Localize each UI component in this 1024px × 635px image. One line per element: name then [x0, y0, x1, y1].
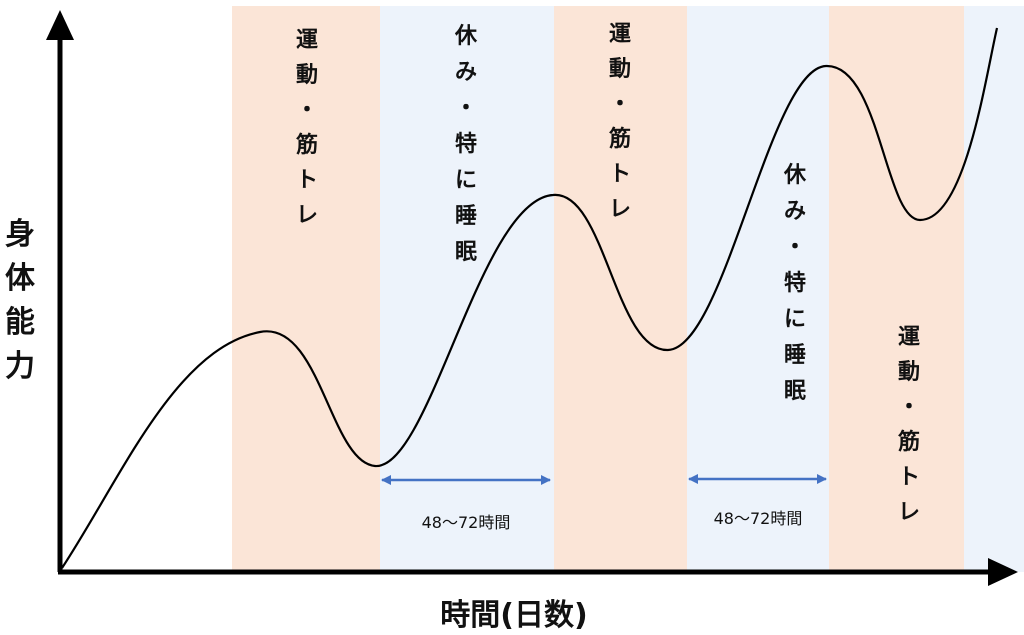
performance-curve: [61, 27, 999, 569]
interval-label-2: 48〜72時間: [714, 509, 803, 528]
rest-band-2: [687, 6, 829, 572]
rest-band-3: [964, 6, 1024, 572]
y-axis-title: 身体能力: [5, 217, 36, 384]
phase-label-exercise-3: 運動・筋トレ: [897, 325, 920, 525]
y-axis-arrowhead: [46, 10, 74, 40]
phase-label-exercise-2: 運動・筋トレ: [608, 22, 631, 222]
exercise-band-1: [232, 6, 380, 572]
x-axis-title: 時間(日数): [440, 598, 587, 633]
x-axis-arrowhead: [988, 558, 1018, 586]
interval-label-1: 48〜72時間: [422, 513, 511, 532]
exercise-band-3: [829, 6, 964, 572]
phase-label-rest-2: 休み・特に睡眠: [783, 163, 807, 404]
rest-band-1: [380, 6, 554, 572]
phase-label-rest-1: 休み・特に睡眠: [454, 24, 478, 265]
phase-label-exercise-1: 運動・筋トレ: [295, 28, 318, 228]
exercise-band-2: [554, 6, 687, 572]
phase-bands: [232, 6, 1024, 572]
